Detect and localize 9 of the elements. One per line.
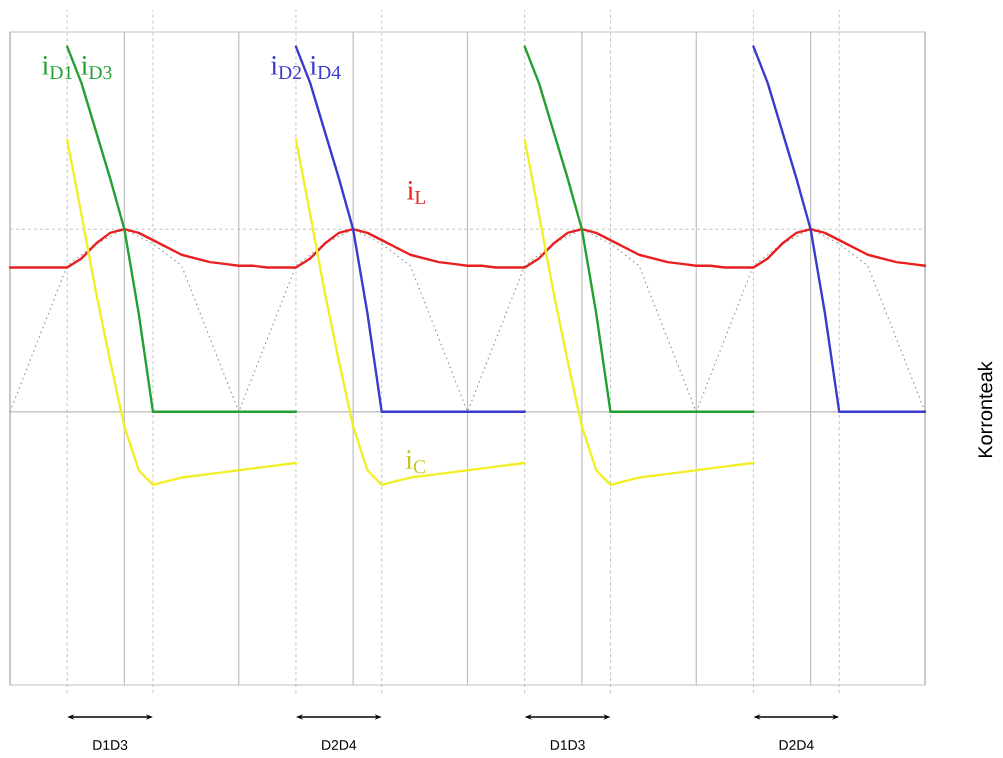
y-axis-title: Korronteak xyxy=(977,361,993,458)
text: D1D3 xyxy=(550,740,585,750)
series-label: i$_{L}$ xyxy=(407,180,426,204)
text: D1D3 xyxy=(93,740,128,750)
text: D2D4 xyxy=(322,740,357,750)
text: D2D4 xyxy=(779,740,814,750)
series-label: i$_{D1}$ i$_{D3}$ xyxy=(42,56,112,80)
series-label: i$_{D2}$ i$_{D4}$ xyxy=(270,56,341,80)
series-label: i$_{C}$ xyxy=(405,450,425,474)
